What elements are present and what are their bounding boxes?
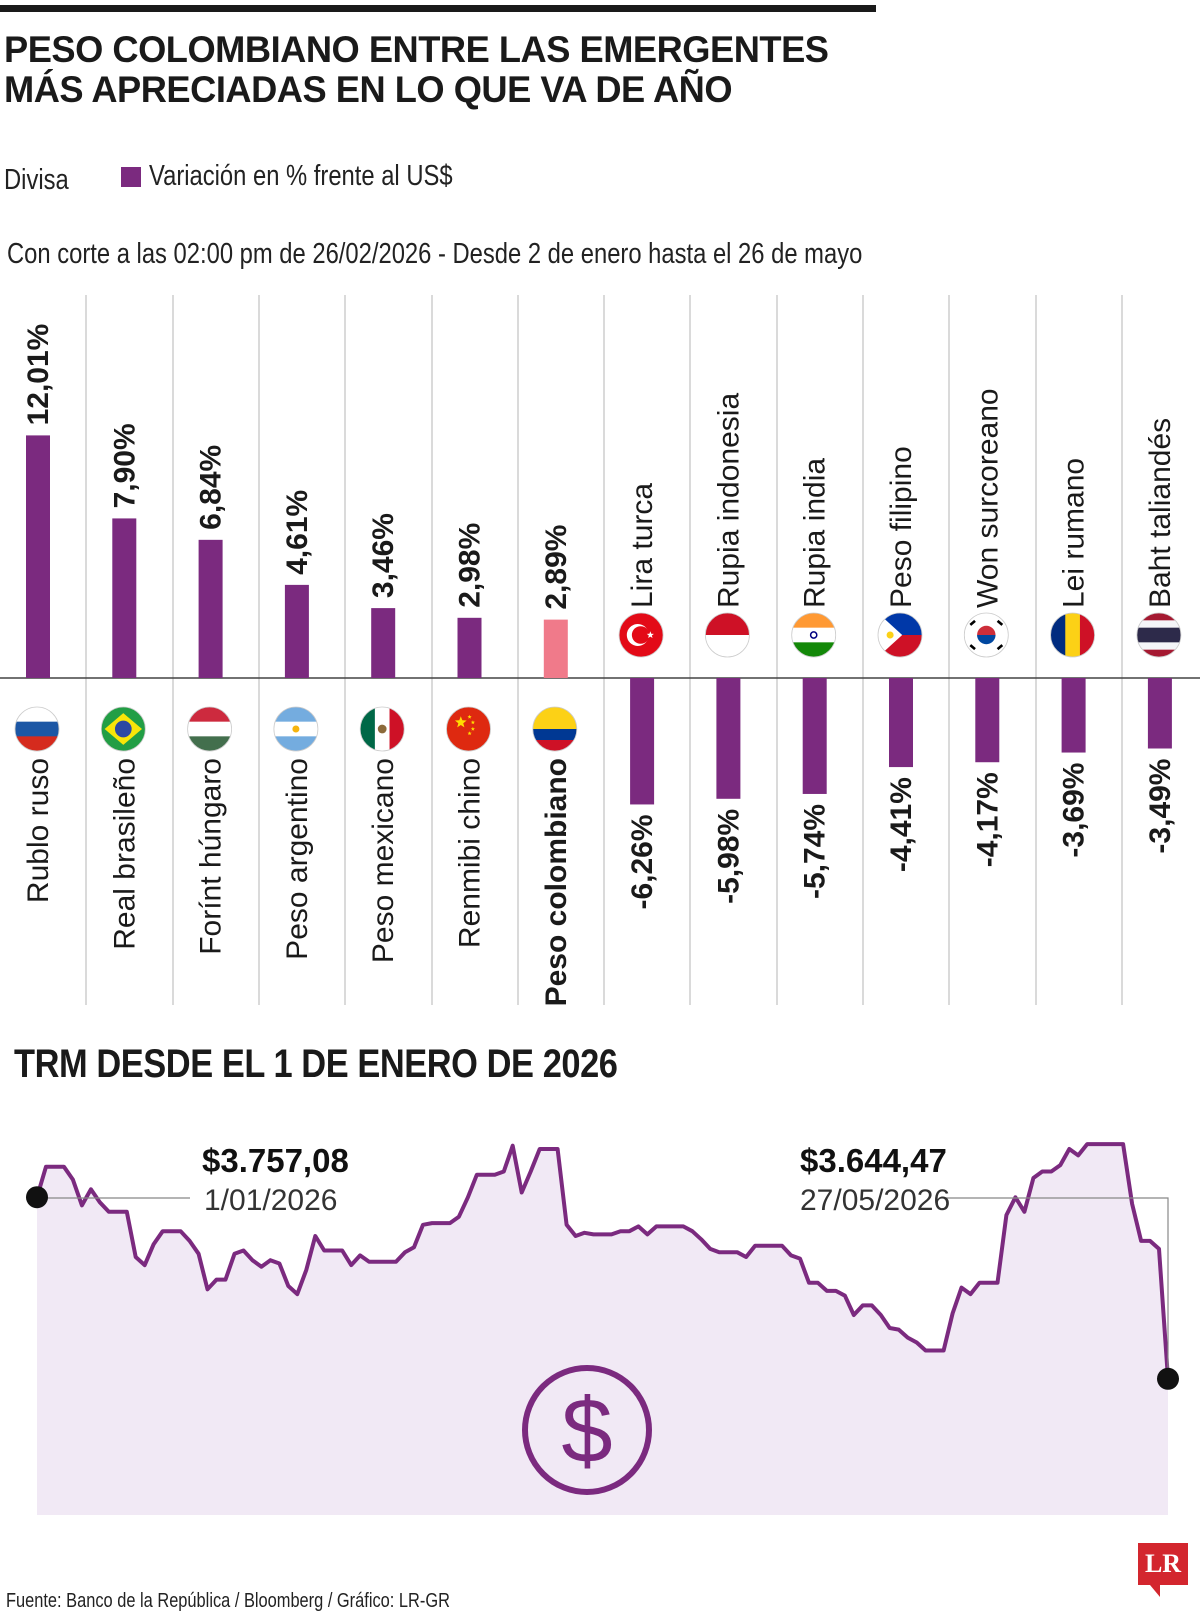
bar-value-label: 2,89%: [540, 525, 573, 610]
brazil-flag-icon: [100, 706, 146, 752]
title-line-1: PESO COLOMBIANO ENTRE LAS EMERGENTES: [4, 29, 829, 70]
currency-name-label: Forínt húngaro: [195, 758, 228, 955]
bar-value-label: -5,74%: [799, 804, 832, 899]
trm-area-fill: [37, 1144, 1168, 1515]
turkey-flag-icon: [618, 612, 664, 658]
top-rule: [0, 5, 876, 12]
bar-baht-taliandés: [1147, 678, 1172, 749]
currency-name-label: Real brasileño: [108, 758, 141, 950]
legend-series-label: Variación en % frente al US$: [149, 160, 453, 192]
trm-series-line: [35, 1142, 1170, 1379]
bar-peso-mexicano: [371, 608, 396, 678]
bar-rublo-ruso: [26, 435, 50, 678]
bar-value-label: 12,01%: [22, 324, 55, 426]
currency-name-label: Lei rumano: [1058, 458, 1091, 608]
bar-value-label: -6,26%: [626, 814, 659, 909]
bar-value-label: -3,69%: [1058, 763, 1091, 858]
philippines-flag-icon: [877, 612, 923, 658]
bar-rupia-indonesia: [716, 678, 741, 799]
source-note: Fuente: Banco de la República / Bloomber…: [6, 1590, 450, 1612]
currency-name-label: Won surcoreano: [971, 388, 1004, 608]
mexico-flag-icon: [359, 706, 405, 752]
currency-name-label: Baht taliandés: [1144, 418, 1177, 608]
currency-name-label: Peso colombiano: [540, 758, 573, 1006]
bar-value-label: -5,98%: [712, 809, 745, 904]
hungary-flag-icon: [187, 706, 233, 752]
bar-lira-turca: [630, 678, 655, 805]
russia-flag-icon: [14, 706, 60, 752]
currency-name-label: Peso argentino: [281, 758, 314, 960]
currency-name-label: Renmibi chino: [454, 758, 487, 948]
bar-value-label: 2,98%: [454, 523, 487, 608]
bar-value-label: 3,46%: [367, 513, 400, 598]
bar-lei-rumano: [1061, 678, 1086, 753]
bar-renmibi-chino: [457, 617, 482, 678]
bar-forínt-húngaro: [198, 539, 223, 678]
bar-real-brasileño: [112, 518, 137, 678]
bar-value-label: 4,61%: [281, 490, 314, 575]
bar-rupia-india: [802, 678, 827, 794]
indonesia-flag-icon: [705, 612, 750, 658]
title-line-2: MÁS APRECIADAS EN LO QUE VA DE AÑO: [4, 69, 733, 110]
bar-peso-filipino: [889, 678, 913, 768]
bar-value-label: 6,84%: [195, 445, 228, 530]
end-leader-line: [945, 1197, 1169, 1379]
bar-peso-argentino: [284, 584, 309, 678]
argentina-flag-icon: [273, 706, 319, 752]
category-label: Divisa: [4, 164, 69, 196]
currency-name-label: Peso mexicano: [367, 758, 400, 963]
china-flag-icon: [446, 706, 491, 752]
legend-swatch: [121, 166, 141, 187]
currency-name-label: Rupia indonesia: [712, 393, 745, 608]
start-value-label: $3.757,08: [202, 1142, 349, 1179]
end-date-label: 27/05/2026: [800, 1184, 950, 1217]
dollar-icon: $: [522, 1365, 652, 1495]
currency-name-label: Rupia india: [799, 458, 832, 608]
lr-logo: LR: [1138, 1543, 1188, 1585]
bar-value-label: -4,17%: [971, 772, 1004, 867]
thailand-flag-icon: [1136, 612, 1182, 658]
start-date-label: 1/01/2026: [204, 1184, 337, 1217]
south-korea-flag-icon: [963, 612, 1009, 658]
legend: Variación en % frente al US$: [121, 160, 519, 193]
page-title: PESO COLOMBIANO ENTRE LAS EMERGENTES MÁS…: [4, 30, 866, 110]
end-value-label: $3.644,47: [800, 1142, 947, 1179]
currency-bar-chart: 12,01% Rublo ruso 7,90% Real brasileño 6,84%…: [0, 295, 1200, 1006]
start-point-marker: [26, 1186, 48, 1209]
currency-name-label: Peso filipino: [885, 446, 918, 608]
end-point-marker: [1157, 1367, 1179, 1390]
bar-peso-colombiano: [543, 619, 568, 678]
bar-won-surcoreano: [975, 678, 1000, 763]
currency-name-label: Lira turca: [626, 483, 659, 608]
bar-value-label: -3,49%: [1144, 758, 1177, 853]
svg-text:$: $: [561, 1380, 612, 1482]
lr-logo-tail: [1150, 1585, 1160, 1597]
india-flag-icon: [791, 612, 837, 658]
romania-flag-icon: [1050, 612, 1095, 658]
colombia-flag-icon: [532, 706, 578, 752]
chart-subtitle: Con corte a las 02:00 pm de 26/02/2026 -…: [7, 238, 863, 270]
bar-value-label: 7,90%: [108, 423, 141, 508]
trm-title: TRM DESDE EL 1 DE ENERO DE 2026: [14, 1042, 618, 1086]
currency-name-label: Rublo ruso: [22, 758, 55, 903]
bar-value-label: -4,41%: [885, 777, 918, 872]
